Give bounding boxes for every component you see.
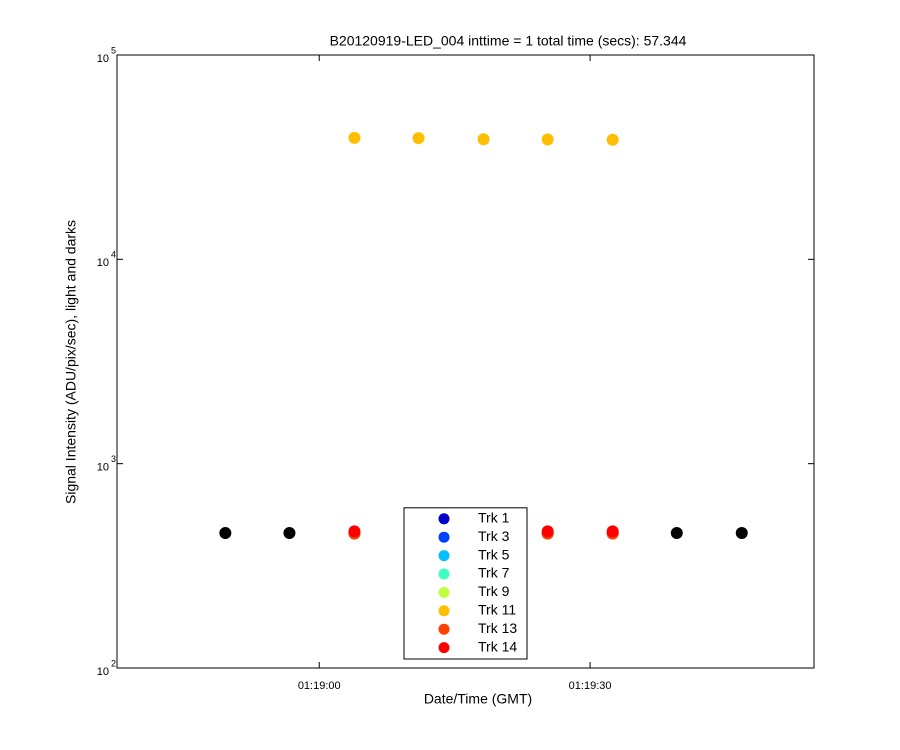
y-tick-exponent: 3 [111, 454, 116, 464]
x-axis-label: Date/Time (GMT) [424, 691, 532, 707]
legend: Trk 1 Trk 3 Trk 5 Trk 7 Trk 9 Trk 11 Trk 13 Trk… [403, 507, 528, 660]
point [283, 526, 296, 539]
point [670, 526, 683, 539]
point [412, 132, 425, 145]
y-tick-exponent: 4 [111, 250, 116, 260]
legend-label: Trk 13 [478, 620, 517, 636]
y-tick-label: 10 [97, 462, 109, 474]
legend-label: Trk 1 [478, 510, 510, 526]
legend-label: Trk 3 [478, 528, 510, 544]
point [541, 133, 554, 146]
y-tick-label: 10 [97, 53, 109, 65]
legend-box [403, 507, 528, 660]
y-axis-label: Signal Intensity (ADU/pix/sec), light an… [63, 220, 79, 504]
point [219, 526, 232, 539]
legend-label: Trk 14 [478, 638, 517, 654]
legend-label: Trk 11 [478, 602, 516, 618]
point [606, 133, 619, 146]
legend-marker [438, 623, 450, 635]
legend-marker [438, 642, 450, 654]
legend-label: Trk 7 [478, 565, 510, 581]
legend-marker [438, 568, 450, 580]
y-tick-exponent: 2 [111, 658, 116, 668]
legend-marker [438, 513, 450, 525]
point [541, 525, 554, 538]
point [477, 133, 490, 146]
legend-marker [438, 550, 450, 562]
legend-label: Trk 5 [478, 546, 510, 562]
point [735, 526, 748, 539]
legend-marker [438, 586, 450, 598]
legend-marker [438, 531, 450, 543]
y-tick-label: 10 [97, 666, 109, 678]
x-tick-label: 01:19:00 [298, 680, 341, 692]
legend-label: Trk 9 [478, 583, 510, 599]
chart-title: B20120919-LED_004 inttime = 1 total time… [330, 33, 687, 49]
y-tick-exponent: 5 [111, 45, 116, 55]
y-tick-label: 10 [97, 257, 109, 269]
point [348, 525, 361, 538]
point [348, 131, 361, 144]
point [606, 525, 619, 538]
legend-marker [438, 605, 450, 617]
x-tick-label: 01:19:30 [569, 680, 612, 692]
